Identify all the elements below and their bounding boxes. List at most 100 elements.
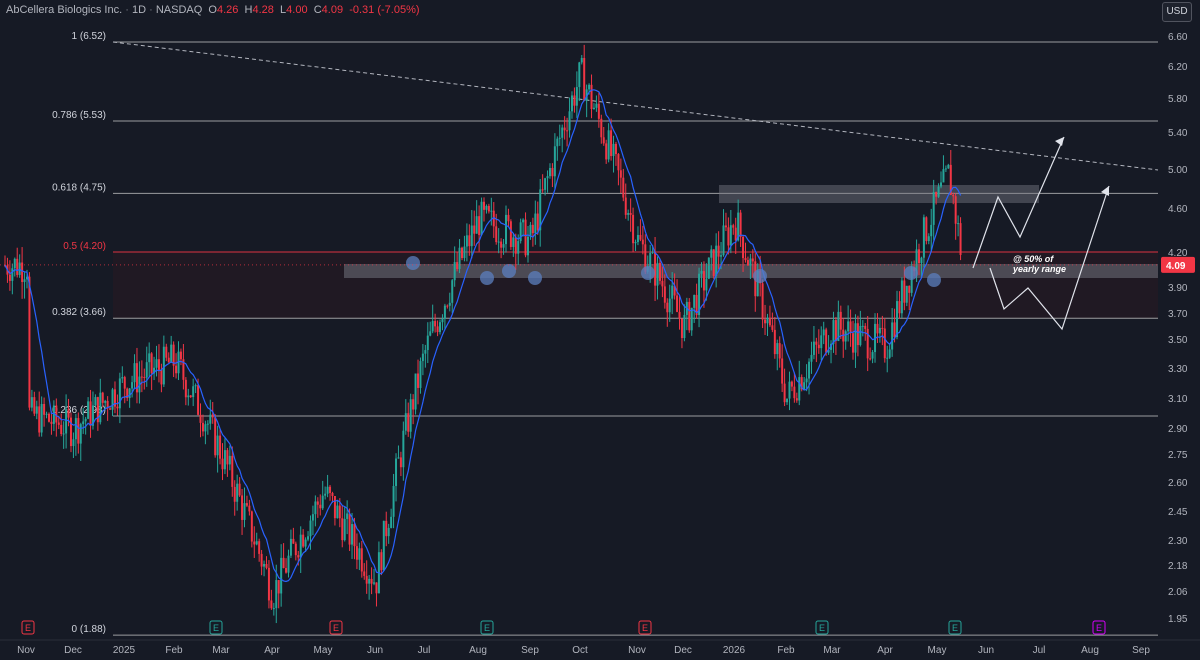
candle-body xyxy=(170,344,173,363)
candle-body xyxy=(937,186,940,197)
candle-body xyxy=(329,486,332,493)
candle-body xyxy=(267,567,270,601)
candle-body xyxy=(87,401,90,419)
candle-body xyxy=(641,239,644,245)
candle-body xyxy=(365,575,368,584)
candle-body xyxy=(744,258,747,261)
candle-body xyxy=(490,210,493,212)
candle-body xyxy=(431,321,434,332)
y-tick-label: 2.45 xyxy=(1168,507,1188,518)
candle-body xyxy=(619,170,622,178)
candle-body xyxy=(864,325,867,329)
y-tick-label: 1.95 xyxy=(1168,614,1188,625)
candle-body xyxy=(607,130,610,160)
x-tick-label: Apr xyxy=(264,645,280,656)
x-tick-label: Feb xyxy=(165,645,183,656)
candle-body xyxy=(113,389,116,407)
annotation-text: yearly range xyxy=(1012,264,1066,274)
candle-body xyxy=(417,373,420,388)
candle-body xyxy=(219,435,222,459)
candle-body xyxy=(439,322,442,333)
candle-body xyxy=(536,213,539,231)
candle-body xyxy=(683,314,686,339)
candle-body xyxy=(812,341,815,355)
candle-body xyxy=(900,280,903,314)
candle-body xyxy=(590,84,593,110)
earnings-marker-icon xyxy=(21,620,35,635)
candle-body xyxy=(700,271,703,274)
candle-body xyxy=(592,107,595,110)
annotation-text: @ 50% of xyxy=(1013,254,1054,264)
fib-label: 0.618 (4.75) xyxy=(52,182,106,193)
earnings-marker-icon xyxy=(638,620,652,635)
candle-body xyxy=(407,413,410,432)
candle-body xyxy=(509,221,512,247)
candle-body xyxy=(333,496,336,519)
candle-body xyxy=(702,271,705,291)
candle-body xyxy=(84,418,87,422)
candle-body xyxy=(28,276,31,408)
candle-body xyxy=(304,539,307,547)
candle-body xyxy=(245,503,248,506)
candle-body xyxy=(876,323,879,334)
candle-body xyxy=(353,524,356,547)
candle-body xyxy=(162,346,165,385)
candle-body xyxy=(778,343,781,359)
candle-body xyxy=(663,286,666,303)
candle-body xyxy=(561,127,564,138)
separator: · xyxy=(149,4,156,16)
currency-button[interactable]: USD xyxy=(1162,2,1192,22)
candle-body xyxy=(461,247,464,259)
earnings-marker-label: E xyxy=(819,623,825,633)
candle-body xyxy=(695,294,698,316)
candle-body xyxy=(893,322,896,338)
candle-body xyxy=(883,328,886,359)
y-tick-label: 3.90 xyxy=(1168,283,1188,294)
candle-body xyxy=(707,257,710,279)
candle-body xyxy=(656,262,659,286)
earnings-marker-icon xyxy=(815,620,829,635)
candle-body xyxy=(91,405,94,426)
candle-body xyxy=(392,485,395,517)
candle-body xyxy=(167,357,170,363)
candle-body xyxy=(610,130,613,157)
earnings-marker-icon xyxy=(329,620,343,635)
candle-body xyxy=(526,236,529,256)
candle-body xyxy=(302,534,305,547)
candle-body xyxy=(580,57,583,63)
candle-body xyxy=(250,511,253,542)
candle-body xyxy=(531,224,534,234)
candle-body xyxy=(448,302,451,306)
candle-body xyxy=(177,351,180,374)
candle-body xyxy=(79,424,82,444)
candle-body xyxy=(947,164,950,169)
candle-body xyxy=(314,501,317,515)
x-tick-label: 2026 xyxy=(723,645,746,656)
candle-body xyxy=(644,244,647,272)
candle-body xyxy=(23,279,26,283)
earnings-marker-icon xyxy=(948,620,962,635)
candle-body xyxy=(8,274,11,281)
candle-body xyxy=(666,302,669,313)
candle-body xyxy=(243,503,246,520)
candle-body xyxy=(160,369,163,385)
candle-body xyxy=(96,397,99,423)
candle-body xyxy=(639,234,642,240)
candle-body xyxy=(790,381,793,387)
candle-body xyxy=(140,376,143,378)
x-tick-label: Nov xyxy=(628,645,646,656)
candle-body xyxy=(957,223,960,225)
candle-body xyxy=(38,406,41,433)
candle-body xyxy=(321,495,324,509)
candle-body xyxy=(277,580,280,594)
candle-body xyxy=(380,552,383,571)
candle-body xyxy=(495,226,498,243)
candle-body xyxy=(825,329,828,353)
candle-body xyxy=(373,582,376,584)
candle-body xyxy=(326,486,329,494)
candle-body xyxy=(768,317,771,326)
candle-body xyxy=(197,385,200,415)
candle-body xyxy=(507,214,510,222)
x-tick-label: Sep xyxy=(1132,645,1150,656)
